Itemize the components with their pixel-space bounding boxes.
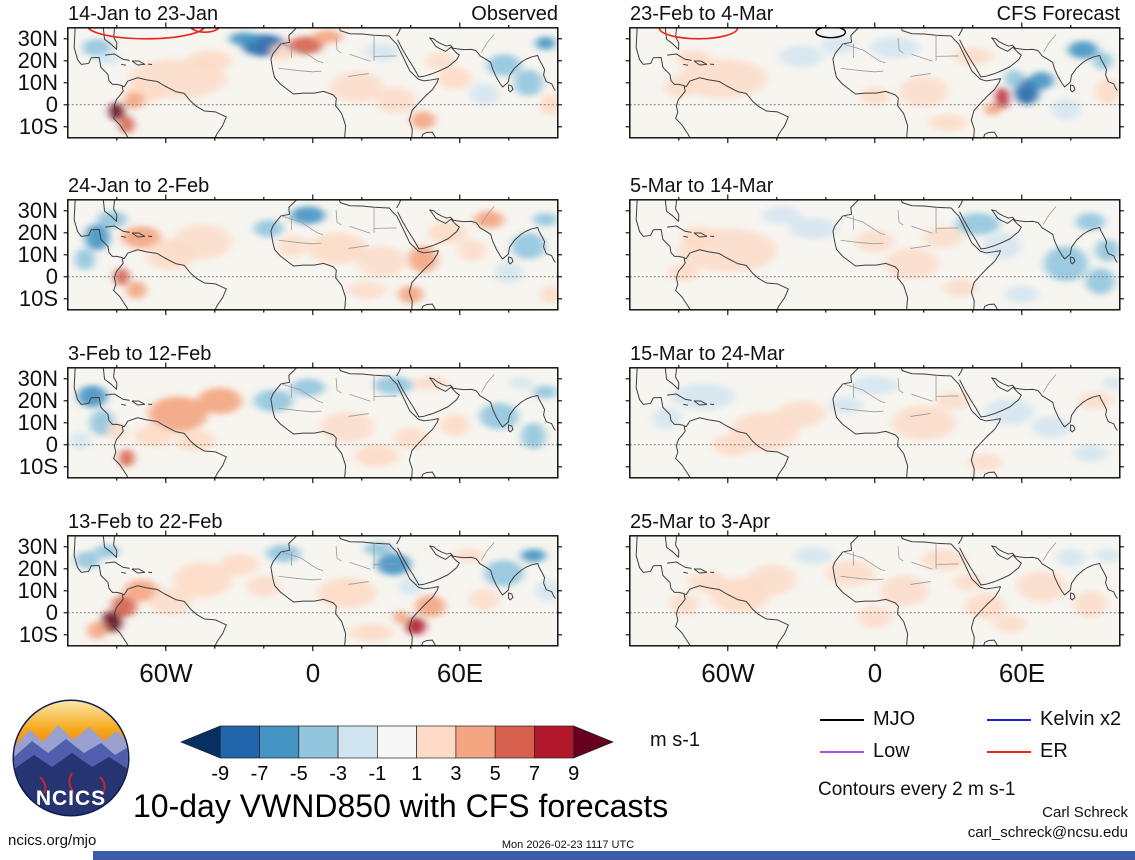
logo-river-lines (39, 772, 106, 796)
lon-label-0: 0 (305, 658, 321, 688)
lat-label-10N: 10N (17, 410, 58, 435)
site-url: ncics.org/mjo (8, 832, 97, 849)
map-canvas (58, 191, 568, 319)
colorbar-tick-label: 9 (568, 763, 579, 784)
panel-title: 25-Mar to 3-Apr (630, 511, 771, 533)
map-canvas (620, 19, 1130, 147)
colorbar-tick-label: -3 (329, 763, 347, 784)
lat-label-30N: 30N (17, 198, 58, 223)
lat-label-10S: 10S (18, 454, 58, 479)
lat-label-10N: 10N (17, 242, 58, 267)
map-canvas (620, 359, 1130, 487)
legend-line-swatch (820, 750, 864, 753)
lon-label-0: 0 (867, 658, 883, 688)
colorbar-tick-label: -7 (251, 763, 269, 784)
lat-label-10N: 10N (17, 578, 58, 603)
colorbar-tick-label: -5 (290, 763, 308, 784)
colorbar-svg: -9 -7 -5 -3 -1 1 3 5 7 9 (180, 725, 614, 785)
panel-corner-label: CFS Forecast (996, 3, 1120, 25)
credit-email: carl_schreck@ncsu.edu (967, 824, 1128, 841)
panel-title: 15-Mar to 24-Mar (630, 343, 785, 365)
map-canvas (58, 19, 568, 147)
legend-label: Low (873, 740, 910, 762)
legend-item-low: Low (820, 740, 910, 763)
legend-label: MJO (873, 708, 916, 730)
colorbar-tick-label: 5 (490, 763, 501, 784)
legend-item-kelvin-x2: Kelvin x2 (987, 708, 1121, 731)
lat-label-30N: 30N (17, 534, 58, 559)
lat-label-0: 0 (45, 432, 58, 457)
lat-label-10S: 10S (18, 286, 58, 311)
lat-label-0: 0 (45, 600, 58, 625)
panel-title: 5-Mar to 14-Mar (630, 175, 774, 197)
lat-label-30N: 30N (17, 26, 58, 51)
lon-label-60W: 60W (139, 658, 193, 688)
logo-mountain-near (14, 753, 128, 815)
panel-corner-label: Observed (471, 3, 558, 25)
lat-label-0: 0 (45, 264, 58, 289)
lon-label-60E: 60E (436, 658, 484, 688)
panel-title: 3-Feb to 12-Feb (68, 343, 212, 365)
panel-title: 14-Jan to 23-Jan (68, 3, 219, 25)
colorbar-tick-label: 7 (529, 763, 540, 784)
legend-label: ER (1040, 740, 1068, 762)
colorbar: -9 -7 -5 -3 -1 1 3 5 7 9 (163, 722, 633, 789)
contour-note: Contours every 2 m s-1 (818, 779, 1016, 800)
colorbar-tick-label: -9 (211, 763, 229, 784)
map-canvas (58, 527, 568, 655)
lat-label-20N: 20N (17, 388, 58, 413)
lat-label-20N: 20N (17, 48, 58, 73)
footer-bar (93, 851, 1135, 860)
timestamp: Mon 2026-02-23 1117 UTC (501, 839, 635, 851)
map-canvas (620, 191, 1130, 319)
lat-label-0: 0 (45, 92, 58, 117)
ncics-logo-text: NCICS (36, 787, 106, 810)
panel-title: 24-Jan to 2-Feb (68, 175, 210, 197)
lon-label-60E: 60E (998, 658, 1046, 688)
colorbar-tick-label: 1 (411, 763, 422, 784)
lat-label-30N: 30N (17, 366, 58, 391)
legend-line-swatch (987, 750, 1031, 753)
legend-line-swatch (820, 718, 864, 721)
map-canvas (58, 359, 568, 487)
lat-label-10S: 10S (18, 622, 58, 647)
colorbar-tick-label: -1 (368, 763, 386, 784)
legend-item-er: ER (987, 740, 1068, 763)
ncics-logo: NCICS (12, 699, 130, 817)
colorbar-units: m s-1 (650, 729, 700, 751)
panel-title: 23-Feb to 4-Mar (630, 3, 774, 25)
lat-label-20N: 20N (17, 556, 58, 581)
lat-label-10S: 10S (18, 114, 58, 139)
lat-label-10N: 10N (17, 70, 58, 95)
map-canvas (620, 527, 1130, 655)
panel-title: 13-Feb to 22-Feb (68, 511, 223, 533)
lat-label-20N: 20N (17, 220, 58, 245)
lon-label-60W: 60W (701, 658, 755, 688)
colorbar-tick-label: 3 (450, 763, 461, 784)
legend-item-mjo: MJO (820, 708, 915, 731)
legend-label: Kelvin x2 (1040, 708, 1122, 730)
figure-title: 10-day VWND850 with CFS forecasts (133, 788, 669, 824)
legend-line-swatch (987, 718, 1031, 721)
credit-name: Carl Schreck (1042, 804, 1128, 821)
